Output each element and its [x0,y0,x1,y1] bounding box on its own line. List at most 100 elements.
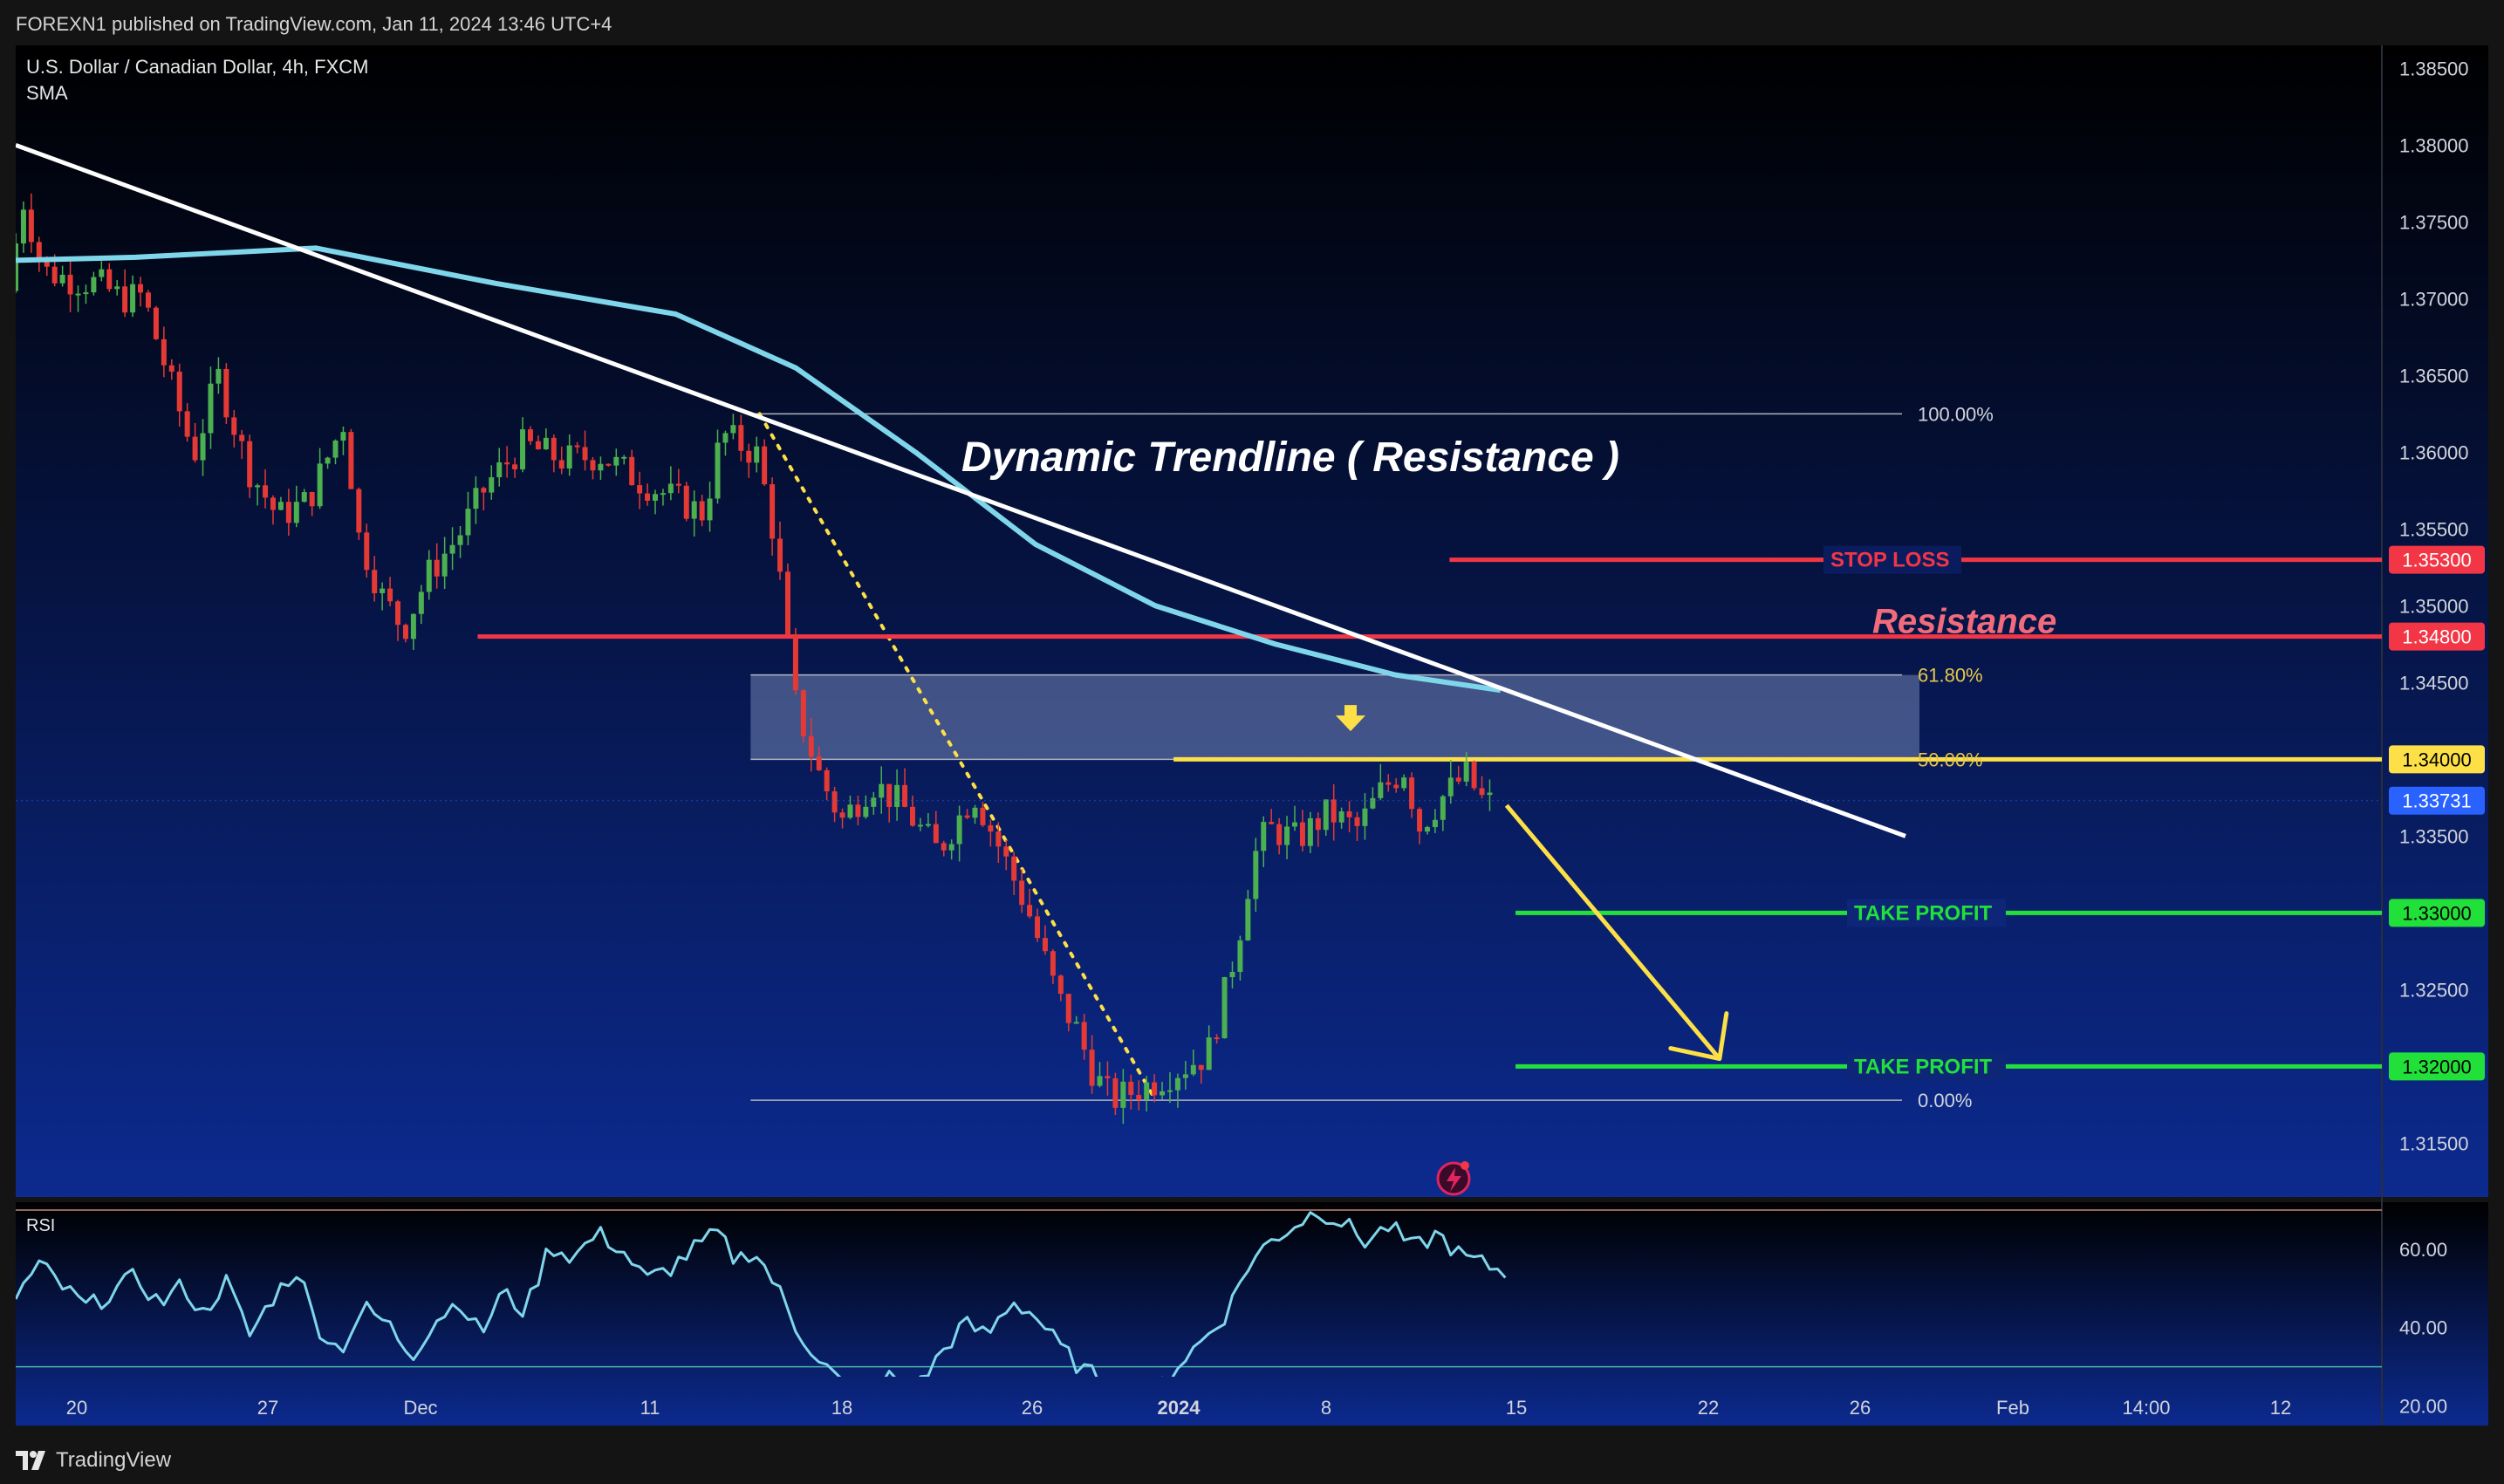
candle-body [145,292,151,308]
candle-body [660,493,666,496]
y-tick-label: 1.33500 [2399,825,2469,847]
candle-body [1182,1074,1188,1078]
candle-body [1120,1081,1126,1108]
candle-body [372,570,378,593]
candle-body [1112,1078,1119,1108]
candle-body [364,532,370,571]
indicator-label: SMA [26,82,68,104]
candle-body [1307,817,1313,846]
candle-body [1027,905,1033,917]
candle-body [168,365,174,373]
candle-body [1144,1082,1150,1100]
candle-body [1261,822,1267,851]
candle-body [995,831,1002,847]
candle-body [784,571,790,635]
candle-body [481,488,487,493]
candle-body [824,769,830,792]
x-tick-label: 2024 [1158,1397,1201,1419]
candle-body [1065,994,1071,1023]
x-tick-label: 27 [257,1397,278,1419]
price-tag-label: 1.33000 [2402,902,2472,924]
candle-body [543,437,549,450]
rsi-pane [16,1202,2488,1426]
candle-body [231,417,237,435]
candle-body [582,447,588,461]
candle-body [520,429,526,469]
candle-body [161,339,167,366]
candle-body [948,844,954,851]
candle-body [317,463,323,507]
candle-body [1166,1090,1173,1092]
candle-body [956,815,962,845]
price-tag [2389,622,2485,651]
candle-body [746,450,752,463]
candle-body [1214,1037,1220,1040]
candle-body [1073,1022,1079,1024]
price-tag [2389,899,2485,927]
candle-body [770,484,776,539]
candle-body [1160,1091,1166,1096]
candle-body [1042,938,1048,952]
candle-body [715,442,721,499]
candle-body [1221,977,1228,1039]
candle-body [637,485,643,494]
x-tick-label: 26 [1022,1397,1043,1419]
candle-body [629,456,635,486]
candle-body [909,806,915,826]
candle-body [816,756,822,770]
candle-body [527,429,533,441]
candle-body [208,383,214,434]
candle-body [574,445,580,448]
candle-body [402,625,408,639]
tradingview-logo-icon [16,1451,45,1470]
candle-body [1338,811,1344,823]
x-tick-label: 18 [831,1397,852,1419]
candle-body [598,463,604,471]
candle-body [457,535,463,545]
candle-body [106,269,113,290]
alert-icon[interactable] [1436,1161,1471,1196]
candle-body [1323,799,1329,831]
fib-level-label: 100.00% [1918,403,1994,425]
price-tag-label: 1.32000 [2402,1056,2472,1077]
candle-body [91,277,97,293]
sma-line [16,245,1502,694]
candle-body [387,588,393,602]
candle-body [410,613,416,639]
x-tick-label: 11 [640,1397,660,1419]
brand-name: TradingView [56,1448,172,1472]
candle-body [1315,817,1321,831]
candle-body [1198,1064,1204,1070]
candle-body [512,464,518,469]
candle-body [1011,856,1017,881]
candle-body [504,462,510,465]
rsi-tick-label: 60.00 [2399,1239,2447,1261]
candle-body [28,209,34,243]
candle-body [255,485,261,488]
tradingview-logo[interactable]: TradingView [16,1448,171,1473]
y-tick-label: 1.37500 [2399,211,2469,233]
candle-body [1003,846,1009,857]
candle-body [426,559,432,592]
candle-body [114,286,120,290]
candle-body [263,485,269,498]
candle-body [1299,822,1305,846]
fib-dotted-line [757,412,1158,1103]
projection-arrow [1504,804,1721,1061]
last-price-label: 1.33731 [2402,790,2472,812]
price-tag-label: 1.35300 [2402,550,2472,571]
x-tick-label: 26 [1850,1397,1871,1419]
candle-body [1432,819,1438,828]
candle-body [20,209,26,244]
price-tag-label: 1.34000 [2402,749,2472,770]
candle-body [489,477,495,493]
y-tick-label: 1.34500 [2399,672,2469,694]
candle-body [566,445,572,469]
candle-body [792,634,798,691]
price-tag [2389,545,2485,574]
candle-body [613,456,619,466]
candle-body [1447,777,1454,797]
candle-body [16,243,18,291]
candle-body [1409,777,1415,810]
